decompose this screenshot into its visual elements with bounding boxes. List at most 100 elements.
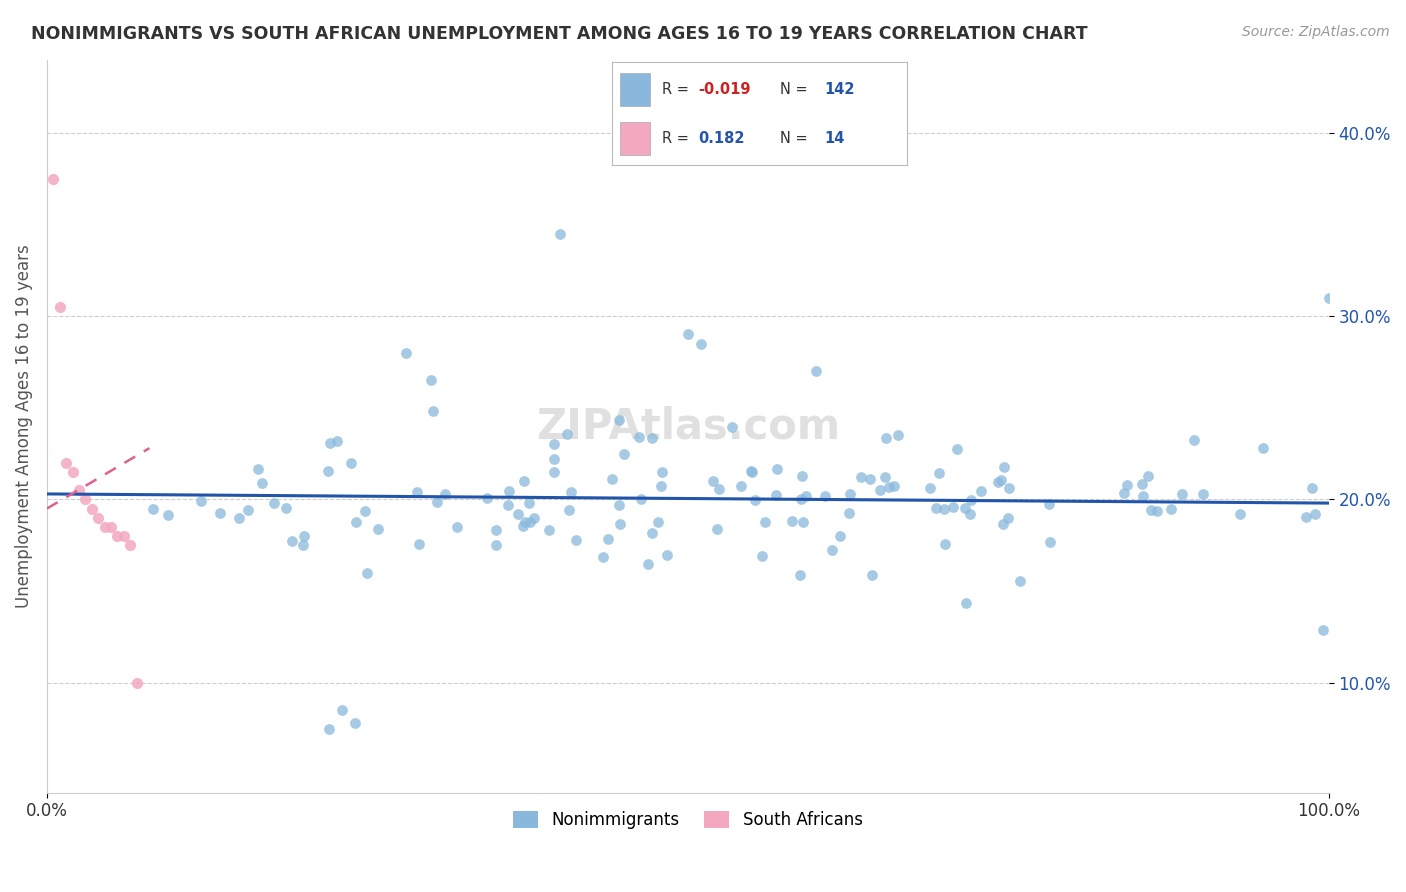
Point [496, 498, 519, 512]
Point [420, 373, 443, 387]
Point [548, 227, 571, 241]
Point [519, 515, 541, 529]
Point [1008, 574, 1031, 588]
Point [485, 523, 508, 537]
Point [839, 487, 862, 501]
Point [280, 533, 302, 548]
Point [630, 491, 652, 506]
Point [883, 479, 905, 493]
Point [48, 300, 70, 314]
Point [263, 496, 285, 510]
Point [1132, 489, 1154, 503]
Point [702, 474, 724, 488]
Point [1136, 469, 1159, 483]
Point [408, 537, 430, 551]
Point [55, 456, 77, 470]
Point [1295, 509, 1317, 524]
Text: N =: N = [780, 131, 813, 146]
Point [650, 479, 672, 493]
Point [790, 492, 813, 507]
Point [252, 476, 274, 491]
Point [87, 510, 110, 524]
Point [600, 472, 623, 486]
Point [592, 549, 614, 564]
Point [830, 529, 852, 543]
Point [1303, 507, 1326, 521]
Point [555, 427, 578, 442]
Point [543, 437, 565, 451]
Text: -0.019: -0.019 [699, 81, 751, 96]
Point [804, 364, 827, 378]
Point [859, 472, 882, 486]
Point [1130, 476, 1153, 491]
Point [426, 495, 449, 509]
Point [67, 483, 90, 498]
Point [607, 413, 630, 427]
Point [928, 466, 950, 480]
Point [353, 503, 375, 517]
Bar [620, 73, 650, 105]
Point [1192, 487, 1215, 501]
Point [125, 675, 148, 690]
Text: 14: 14 [824, 131, 845, 146]
Point [406, 485, 429, 500]
Point [523, 510, 546, 524]
Point [80, 501, 103, 516]
Point [924, 500, 946, 515]
Point [789, 567, 811, 582]
Point [959, 493, 981, 508]
Point [991, 517, 1014, 532]
Point [340, 456, 363, 470]
Point [1182, 433, 1205, 447]
Point [934, 536, 956, 550]
Point [1229, 507, 1251, 521]
Point [875, 431, 897, 445]
Point [821, 543, 844, 558]
Text: 142: 142 [824, 81, 855, 96]
Point [1039, 534, 1062, 549]
Point [484, 538, 506, 552]
Point [236, 503, 259, 517]
Point [247, 462, 270, 476]
Point [157, 508, 180, 523]
Text: ZIPAtlas.com: ZIPAtlas.com [536, 405, 839, 447]
Point [446, 520, 468, 534]
Point [990, 473, 1012, 487]
Point [838, 506, 860, 520]
Point [42, 171, 65, 186]
Point [512, 519, 534, 533]
Text: R =: R = [662, 81, 693, 96]
Point [112, 529, 135, 543]
Point [730, 479, 752, 493]
Point [942, 500, 965, 515]
Point [993, 459, 1015, 474]
Point [765, 462, 787, 476]
Point [987, 475, 1010, 490]
Point [292, 529, 315, 543]
Legend: Nonimmigrants, South Africans: Nonimmigrants, South Africans [506, 804, 869, 836]
Point [953, 501, 976, 516]
Point [292, 538, 315, 552]
Point [706, 522, 728, 536]
Point [93, 520, 115, 534]
Point [707, 482, 730, 496]
Point [934, 501, 956, 516]
Point [640, 431, 662, 445]
Point [344, 515, 367, 529]
Point [543, 465, 565, 479]
Text: N =: N = [780, 81, 813, 96]
Point [813, 490, 835, 504]
Point [228, 510, 250, 524]
Point [860, 568, 883, 582]
Point [607, 498, 630, 512]
Point [512, 474, 534, 488]
Point [720, 419, 742, 434]
Point [330, 703, 353, 717]
Point [1116, 477, 1139, 491]
Point [651, 465, 673, 479]
Point [886, 427, 908, 442]
Point [537, 523, 560, 537]
Point [75, 492, 97, 507]
Bar [620, 122, 650, 155]
Point [998, 481, 1021, 495]
